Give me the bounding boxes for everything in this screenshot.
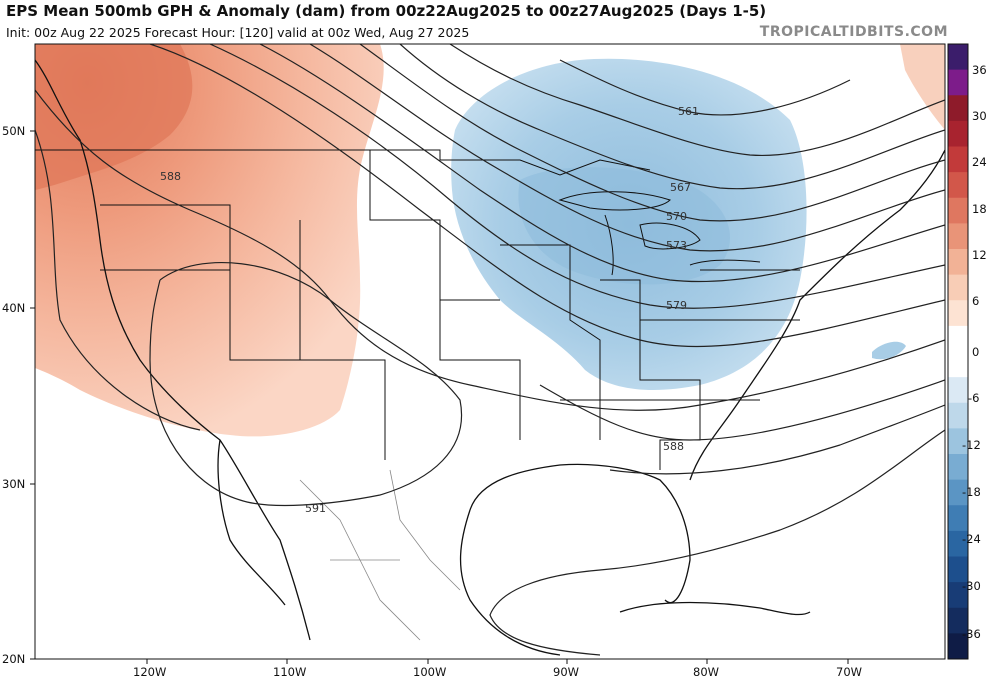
lat-label: 40N [2, 301, 25, 315]
colorbar-label: -36 [962, 627, 981, 641]
state-borders [35, 149, 800, 470]
great-lakes [558, 191, 761, 276]
colorbar-swatch [948, 428, 968, 455]
mexico-state-borders [299, 469, 461, 641]
contour-label: 570 [666, 210, 687, 223]
colorbar-label: 0 [972, 345, 979, 359]
contour-label: 588 [663, 440, 684, 453]
colorbar-swatch [948, 223, 968, 250]
colorbar-swatch [948, 607, 968, 634]
lon-label: 80W [693, 665, 719, 679]
colorbar-labels: 36 30 24 18 12 6 0 -6 -12 -18 -24 -30 -3… [962, 63, 987, 641]
colorbar-label: -30 [962, 579, 981, 593]
northeast-positive-anomaly [900, 44, 945, 130]
longitude-axis: 120W 110W 100W 90W 80W 70W [133, 659, 862, 679]
colorbar-label: -24 [962, 532, 981, 546]
colorbar-swatch [948, 505, 968, 532]
colorbar-label: 24 [972, 155, 987, 169]
lon-label: 100W [413, 665, 446, 679]
contour-label: 588 [160, 170, 181, 183]
colorbar-swatch [948, 530, 968, 558]
height-contours [35, 44, 945, 656]
colorbar-swatch [948, 556, 968, 583]
contour-label: 591 [305, 502, 326, 515]
atlantic-anomaly-blob [872, 341, 906, 360]
lon-label: 90W [553, 665, 579, 679]
colorbar-label: -6 [968, 391, 979, 405]
colorbar-swatch [948, 582, 968, 609]
colorbar-swatch [948, 454, 968, 481]
colorbar-swatch [948, 325, 968, 353]
contour-label-group: 561 567 570 573 579 588 588 591 [160, 105, 699, 515]
colorbar-label: -18 [962, 485, 981, 499]
colorbar-frame [947, 43, 969, 660]
contour-label: 579 [666, 299, 687, 312]
brand-watermark: TROPICALTIDBITS.COM [759, 24, 948, 40]
map-panel [35, 44, 945, 659]
colorbar-swatch [948, 249, 968, 276]
lat-label: 30N [2, 477, 25, 491]
anomaly-colorbar [947, 43, 969, 660]
colorbar-swatch [948, 274, 968, 301]
map-frame [34, 43, 946, 660]
lat-label: 20N [2, 652, 25, 666]
latitude-axis: 50N 40N 30N 20N [2, 124, 35, 666]
colorbar-swatch [948, 351, 968, 378]
colorbar-label: 36 [972, 63, 987, 77]
colorbar-swatch [948, 146, 968, 173]
map-title: EPS Mean 500mb GPH & Anomaly (dam) from … [6, 2, 767, 20]
colorbar-label: 12 [972, 248, 987, 262]
colorbar-label: 30 [972, 109, 987, 123]
colorbar-swatch [948, 300, 968, 327]
map-subtitle: Init: 00z Aug 22 2025 Forecast Hour: [12… [6, 25, 470, 40]
lon-label: 70W [836, 665, 862, 679]
colorbar-swatch [948, 197, 968, 224]
colorbar-label: -12 [962, 438, 981, 452]
colorbar-swatch [948, 95, 968, 122]
strong-anomaly-core [35, 44, 193, 190]
contour-label: 561 [678, 105, 699, 118]
colorbar-swatch [948, 172, 968, 199]
contour-label: 567 [670, 181, 691, 194]
colorbar-swatch [948, 69, 968, 96]
colorbar-swatch [948, 479, 968, 506]
lon-label: 110W [273, 665, 306, 679]
lat-label: 50N [2, 124, 25, 138]
colorbar-swatch [948, 120, 968, 148]
coastlines [35, 59, 945, 656]
colorbar-swatch [948, 402, 968, 429]
lon-label: 120W [133, 665, 166, 679]
colorbar-label: 6 [972, 294, 979, 308]
colorbar-swatch [948, 44, 968, 71]
contour-label: 573 [666, 239, 687, 252]
colorbar-label: 18 [972, 202, 987, 216]
colorbar-swatch [948, 377, 968, 404]
colorbar-swatch [948, 633, 968, 660]
